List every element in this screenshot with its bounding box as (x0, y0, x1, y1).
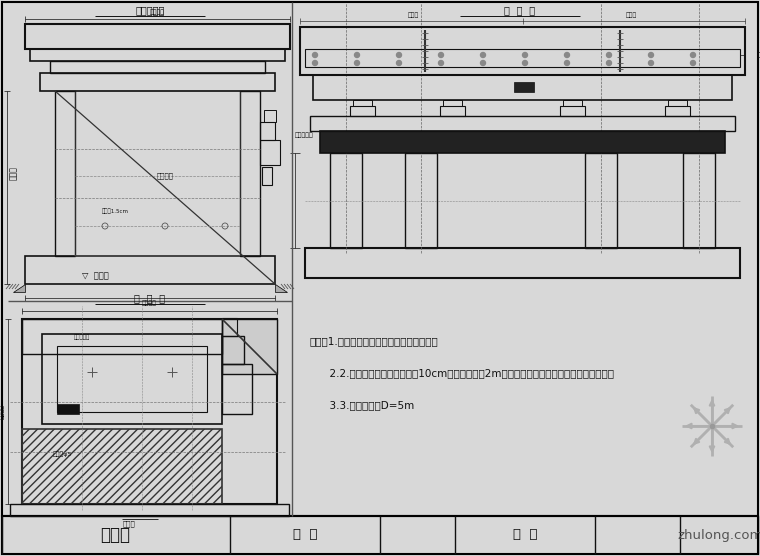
Bar (262, 167, 272, 185)
Bar (443, 100, 462, 106)
Bar (30, 49, 285, 61)
Circle shape (648, 52, 654, 57)
Text: 正  视  图: 正 视 图 (505, 5, 536, 15)
Text: 台身背墙: 台身背墙 (157, 173, 173, 179)
Bar (222, 336, 244, 364)
Bar (57, 404, 79, 414)
Bar (222, 319, 277, 374)
Text: 桥台长度: 桥台长度 (0, 404, 5, 419)
Bar (22, 319, 222, 354)
Circle shape (439, 52, 444, 57)
Circle shape (691, 52, 695, 57)
Bar (25, 256, 275, 284)
Circle shape (354, 61, 359, 66)
Circle shape (480, 52, 486, 57)
Text: 锚栓孔φ5: 锚栓孔φ5 (52, 451, 71, 457)
Bar (330, 153, 362, 248)
Text: 台后排水管: 台后排水管 (295, 132, 314, 138)
Circle shape (565, 52, 569, 57)
Bar (665, 106, 690, 116)
Circle shape (606, 61, 612, 66)
Bar (683, 153, 715, 248)
Text: zhulong.com: zhulong.com (677, 529, 760, 542)
Text: 2.2.台身两侧椎体以上设直径10cm通风孔，间距2m。孔口应设置钢筋网，以防止飞鸟误入。: 2.2.台身两侧椎体以上设直径10cm通风孔，间距2m。孔口应设置钢筋网，以防止… (310, 368, 614, 378)
Bar (514, 82, 534, 92)
Text: 制  图: 制 图 (293, 529, 317, 542)
Text: ▽  基础顶: ▽ 基础顶 (81, 271, 109, 280)
Bar (320, 131, 725, 153)
Bar (55, 91, 75, 256)
Bar (668, 100, 687, 106)
Circle shape (397, 52, 401, 57)
Bar (440, 106, 465, 116)
Text: 桥台全宽: 桥台全宽 (142, 300, 157, 306)
Text: 桥台宽度: 桥台宽度 (150, 9, 165, 15)
Text: 防水层: 防水层 (758, 52, 760, 58)
Circle shape (397, 61, 401, 66)
Text: 承台图: 承台图 (123, 521, 136, 527)
Text: 锚栓孔1.5cm: 锚栓孔1.5cm (102, 208, 128, 214)
Bar (10, 504, 289, 516)
Text: 复  核: 复 核 (513, 529, 537, 542)
Bar (260, 140, 280, 165)
Bar (350, 106, 375, 116)
Bar (563, 100, 582, 106)
Circle shape (439, 61, 444, 66)
Bar (222, 318, 237, 336)
Text: 桥台图: 桥台图 (100, 526, 130, 544)
Circle shape (312, 52, 318, 57)
Text: 附注：1.本图尺寸除注明者外余均以厘米计。: 附注：1.本图尺寸除注明者外余均以厘米计。 (310, 336, 439, 346)
Bar (50, 61, 265, 73)
Bar (353, 100, 372, 106)
Circle shape (565, 61, 569, 66)
Bar (310, 116, 735, 131)
Bar (240, 91, 260, 256)
Bar (25, 24, 290, 49)
Circle shape (312, 61, 318, 66)
Text: 纵向钢筋孔: 纵向钢筋孔 (74, 334, 90, 340)
Text: 路面别: 路面别 (8, 167, 17, 181)
Circle shape (354, 52, 359, 57)
Text: 3.3.图中线间距D=5m: 3.3.图中线间距D=5m (310, 400, 414, 410)
Text: 桥台侧视图: 桥台侧视图 (135, 5, 165, 15)
Bar (40, 73, 275, 91)
Bar (560, 106, 585, 116)
Bar (405, 153, 437, 248)
Bar (260, 122, 275, 140)
Bar (22, 429, 222, 504)
Bar (305, 49, 740, 67)
Bar (22, 319, 277, 504)
Circle shape (648, 61, 654, 66)
Circle shape (523, 52, 527, 57)
Bar (42, 334, 222, 424)
Circle shape (480, 61, 486, 66)
Circle shape (523, 61, 527, 66)
Bar (264, 110, 276, 122)
Bar (57, 346, 207, 412)
Bar (300, 27, 745, 75)
Bar (2, 516, 758, 554)
Text: 轨中距: 轨中距 (625, 12, 637, 18)
Circle shape (606, 52, 612, 57)
Bar (313, 75, 732, 100)
Circle shape (691, 61, 695, 66)
Text: 轨中距: 轨中距 (408, 12, 420, 18)
Bar (305, 248, 740, 278)
Bar (75, 91, 240, 256)
Polygon shape (275, 284, 287, 292)
Text: 平  面  图: 平 面 图 (135, 293, 166, 303)
Bar (585, 153, 617, 248)
Bar (222, 364, 252, 414)
Polygon shape (13, 284, 25, 292)
